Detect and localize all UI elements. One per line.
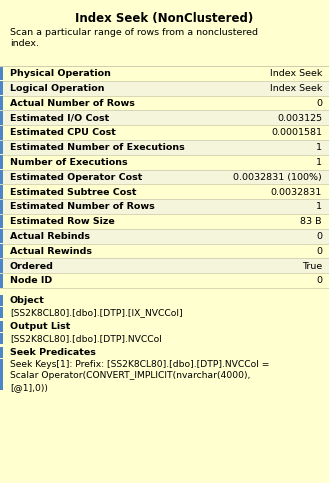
Bar (0, 274, 3, 287)
Bar (0, 214, 329, 229)
Bar (0, 185, 329, 199)
Bar (0, 199, 3, 213)
Bar (0, 229, 329, 243)
Bar (0, 81, 329, 96)
Text: [SS2K8CL80].[dbo].[DTP].[IX_NVCCol]: [SS2K8CL80].[dbo].[DTP].[IX_NVCCol] (10, 308, 183, 317)
Text: Index Seek: Index Seek (270, 84, 322, 93)
Bar (0, 359, 3, 390)
Bar (0, 347, 3, 358)
Text: Seek Predicates: Seek Predicates (10, 348, 96, 357)
Bar (0, 170, 3, 184)
Text: 1: 1 (316, 143, 322, 152)
Bar (0, 141, 3, 154)
Bar (0, 111, 3, 125)
Text: Estimated Number of Executions: Estimated Number of Executions (10, 143, 185, 152)
Bar (0, 273, 329, 288)
Text: 1: 1 (316, 202, 322, 212)
Bar (0, 111, 329, 125)
Text: 0.0032831: 0.0032831 (271, 187, 322, 197)
Bar (0, 243, 329, 258)
Text: Estimated Operator Cost: Estimated Operator Cost (10, 173, 142, 182)
Bar (0, 140, 329, 155)
Text: Scan a particular range of rows from a nonclustered
index.: Scan a particular range of rows from a n… (10, 28, 258, 48)
Text: Output List: Output List (10, 322, 70, 331)
Text: Actual Number of Rows: Actual Number of Rows (10, 99, 135, 108)
Bar (0, 258, 329, 273)
Text: Estimated Number of Rows: Estimated Number of Rows (10, 202, 155, 212)
Text: 0: 0 (316, 247, 322, 256)
Text: Index Seek (NonClustered): Index Seek (NonClustered) (75, 12, 254, 25)
Bar (0, 307, 3, 318)
Bar (0, 214, 3, 228)
Bar (0, 81, 3, 95)
Bar (0, 156, 3, 169)
Text: [SS2K8CL80].[dbo].[DTP].NVCCol: [SS2K8CL80].[dbo].[DTP].NVCCol (10, 334, 162, 343)
Bar (0, 155, 329, 170)
Text: Seek Keys[1]: Prefix: [SS2K8CL80].[dbo].[DTP].NVCCol =
Scalar Operator(CONVERT_I: Seek Keys[1]: Prefix: [SS2K8CL80].[dbo].… (10, 360, 269, 392)
Text: Estimated Row Size: Estimated Row Size (10, 217, 115, 226)
Text: 1: 1 (316, 158, 322, 167)
Text: Estimated CPU Cost: Estimated CPU Cost (10, 128, 116, 137)
Bar (0, 185, 3, 199)
Bar (0, 96, 329, 111)
Bar (0, 96, 3, 110)
Text: Node ID: Node ID (10, 276, 52, 285)
Text: Object: Object (10, 296, 45, 305)
Text: Actual Rebinds: Actual Rebinds (10, 232, 90, 241)
Text: Physical Operation: Physical Operation (10, 69, 111, 78)
Bar (0, 295, 3, 306)
Bar (0, 244, 3, 258)
Text: 0.0032831 (100%): 0.0032831 (100%) (233, 173, 322, 182)
Text: 0.003125: 0.003125 (277, 114, 322, 123)
Bar (0, 321, 3, 332)
Text: Actual Rewinds: Actual Rewinds (10, 247, 92, 256)
Text: 0: 0 (316, 99, 322, 108)
Text: Index Seek: Index Seek (270, 69, 322, 78)
Bar (0, 126, 3, 140)
Bar (0, 125, 329, 140)
Bar (0, 199, 329, 214)
Bar (0, 67, 3, 80)
Text: Estimated Subtree Cost: Estimated Subtree Cost (10, 187, 137, 197)
Text: Ordered: Ordered (10, 262, 54, 270)
Text: Estimated I/O Cost: Estimated I/O Cost (10, 114, 109, 123)
Bar (0, 170, 329, 185)
Bar (0, 333, 3, 344)
Bar (0, 66, 329, 81)
Text: True: True (302, 262, 322, 270)
Text: 0: 0 (316, 232, 322, 241)
Text: 0.0001581: 0.0001581 (271, 128, 322, 137)
Text: 0: 0 (316, 276, 322, 285)
Text: 83 B: 83 B (300, 217, 322, 226)
Bar (0, 259, 3, 273)
Text: Number of Executions: Number of Executions (10, 158, 128, 167)
Bar (0, 229, 3, 243)
Text: Logical Operation: Logical Operation (10, 84, 105, 93)
